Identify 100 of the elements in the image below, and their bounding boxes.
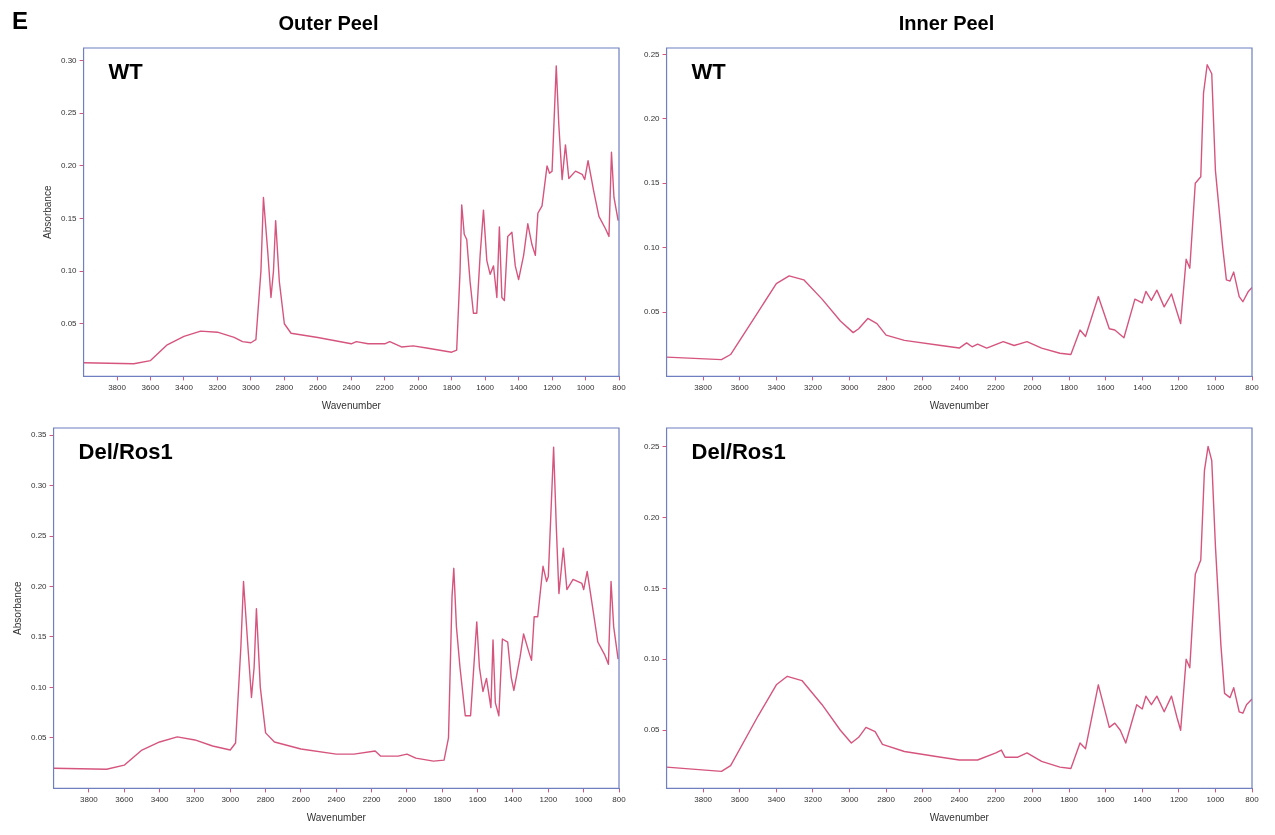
x-tick-label: 2200 xyxy=(986,795,1006,805)
x-tick-label: 2000 xyxy=(398,795,417,805)
x-tick-label: 2000 xyxy=(409,383,428,393)
y-tick-label: 0.15 xyxy=(643,178,661,188)
y-tick-label: 0.10 xyxy=(643,242,661,252)
x-tick-label: 1400 xyxy=(509,383,529,393)
x-tick-label: 2200 xyxy=(362,795,382,805)
x-tick-label: 1600 xyxy=(476,383,495,393)
x-tick-label: 2600 xyxy=(308,383,328,393)
x-axis-title: Wavenumber xyxy=(306,811,367,823)
x-tick-label: 3600 xyxy=(730,383,750,393)
annotation: WT xyxy=(108,59,144,85)
x-tick-label: 3000 xyxy=(241,383,261,393)
x-tick-label: 2600 xyxy=(292,795,311,805)
x-tick-label: 2400 xyxy=(327,795,346,805)
y-tick-label: 0.10 xyxy=(60,266,78,276)
x-tick-label: 1800 xyxy=(1060,795,1079,805)
x-tick-label: 2400 xyxy=(950,795,969,805)
y-tick-label: 0.10 xyxy=(30,682,48,692)
x-tick-label: 2400 xyxy=(950,383,969,393)
x-tick-label: 2800 xyxy=(877,383,896,393)
y-tick-label: 0.25 xyxy=(60,108,78,118)
x-axis-title: Wavenumber xyxy=(321,399,382,411)
y-tick-label: 0.20 xyxy=(60,161,78,171)
x-axis-title: Wavenumber xyxy=(929,399,990,411)
y-tick-label: 0.25 xyxy=(643,441,661,451)
y-tick-label: 0.10 xyxy=(643,654,661,664)
x-tick-label: 1000 xyxy=(576,383,595,393)
y-tick-label: 0.15 xyxy=(60,213,78,223)
y-tick-label: 0.05 xyxy=(643,725,661,735)
x-tick-label: 1200 xyxy=(543,383,562,393)
y-tick-label: 0.30 xyxy=(30,480,48,490)
x-tick-label: 2000 xyxy=(1023,383,1042,393)
x-tick-label: 3000 xyxy=(840,383,859,393)
x-tick-label: 2000 xyxy=(1023,795,1042,805)
x-tick-label: 3800 xyxy=(108,383,127,393)
y-tick-label: 0.25 xyxy=(643,49,661,59)
x-tick-label: 2200 xyxy=(986,383,1006,393)
y-tick-label: 0.30 xyxy=(60,55,78,65)
x-tick-label: 3200 xyxy=(804,795,823,805)
x-tick-label: 1000 xyxy=(1206,795,1225,805)
y-tick-label: 0.05 xyxy=(60,318,78,328)
x-tick-label: 3400 xyxy=(767,795,786,805)
annotation: Del/Ros1 xyxy=(691,439,786,465)
x-tick-label: 1600 xyxy=(1096,795,1116,805)
x-tick-label: 800 xyxy=(1245,383,1260,393)
y-tick-label: 0.05 xyxy=(30,733,48,743)
y-axis-title: Absorbance xyxy=(41,185,53,239)
x-tick-label: 3400 xyxy=(175,383,194,393)
x-tick-label: 1800 xyxy=(1060,383,1079,393)
x-tick-label: 3200 xyxy=(804,383,823,393)
annotation: WT xyxy=(691,59,727,85)
x-tick-label: 3800 xyxy=(694,795,713,805)
x-tick-label: 1800 xyxy=(433,795,452,805)
x-tick-label: 1200 xyxy=(1169,383,1189,393)
x-tick-label: 2800 xyxy=(275,383,294,393)
text: E xyxy=(12,6,29,34)
x-tick-label: 3000 xyxy=(221,795,240,805)
x-tick-label: 3400 xyxy=(767,383,786,393)
x-tick-label: 800 xyxy=(612,383,627,393)
y-tick-label: 0.20 xyxy=(643,512,661,522)
x-tick-label: 1600 xyxy=(1096,383,1116,393)
x-tick-label: 3600 xyxy=(141,383,160,393)
x-tick-label: 2800 xyxy=(877,795,896,805)
y-tick-label: 0.15 xyxy=(643,583,661,593)
y-axis-title: Absorbance xyxy=(11,581,23,635)
y-tick-label: 0.35 xyxy=(30,430,48,440)
x-tick-label: 2600 xyxy=(913,383,933,393)
x-tick-label: 800 xyxy=(612,795,627,805)
x-tick-label: 1400 xyxy=(504,795,523,805)
x-tick-label: 1400 xyxy=(1133,795,1152,805)
y-tick-label: 0.20 xyxy=(643,114,661,124)
chart-title: Inner Peel xyxy=(898,11,995,34)
x-tick-label: 800 xyxy=(1245,795,1260,805)
x-tick-label: 3200 xyxy=(208,383,227,393)
x-tick-label: 2800 xyxy=(256,795,276,805)
y-tick-label: 0.20 xyxy=(30,581,48,591)
x-tick-label: 2400 xyxy=(342,383,361,393)
x-axis-title: Wavenumber xyxy=(929,811,990,823)
y-tick-label: 0.25 xyxy=(30,531,48,541)
x-tick-label: 1000 xyxy=(1206,383,1225,393)
x-tick-label: 1400 xyxy=(1133,383,1152,393)
x-tick-label: 3800 xyxy=(80,795,99,805)
x-tick-label: 3600 xyxy=(115,795,134,805)
x-tick-label: 1200 xyxy=(1169,795,1189,805)
x-tick-label: 2600 xyxy=(913,795,933,805)
y-tick-label: 0.15 xyxy=(30,632,48,642)
x-tick-label: 3800 xyxy=(694,383,713,393)
x-tick-label: 1800 xyxy=(442,383,462,393)
x-tick-label: 1600 xyxy=(468,795,488,805)
x-tick-label: 1000 xyxy=(574,795,594,805)
x-tick-label: 3600 xyxy=(730,795,750,805)
x-tick-label: 3200 xyxy=(186,795,205,805)
annotation: Del/Ros1 xyxy=(78,439,173,465)
x-tick-label: 3000 xyxy=(840,795,859,805)
x-tick-label: 2200 xyxy=(375,383,395,393)
x-tick-label: 1200 xyxy=(539,795,558,805)
y-tick-label: 0.05 xyxy=(643,307,661,317)
chart-title: Outer Peel xyxy=(278,11,379,34)
x-tick-label: 3400 xyxy=(150,795,170,805)
